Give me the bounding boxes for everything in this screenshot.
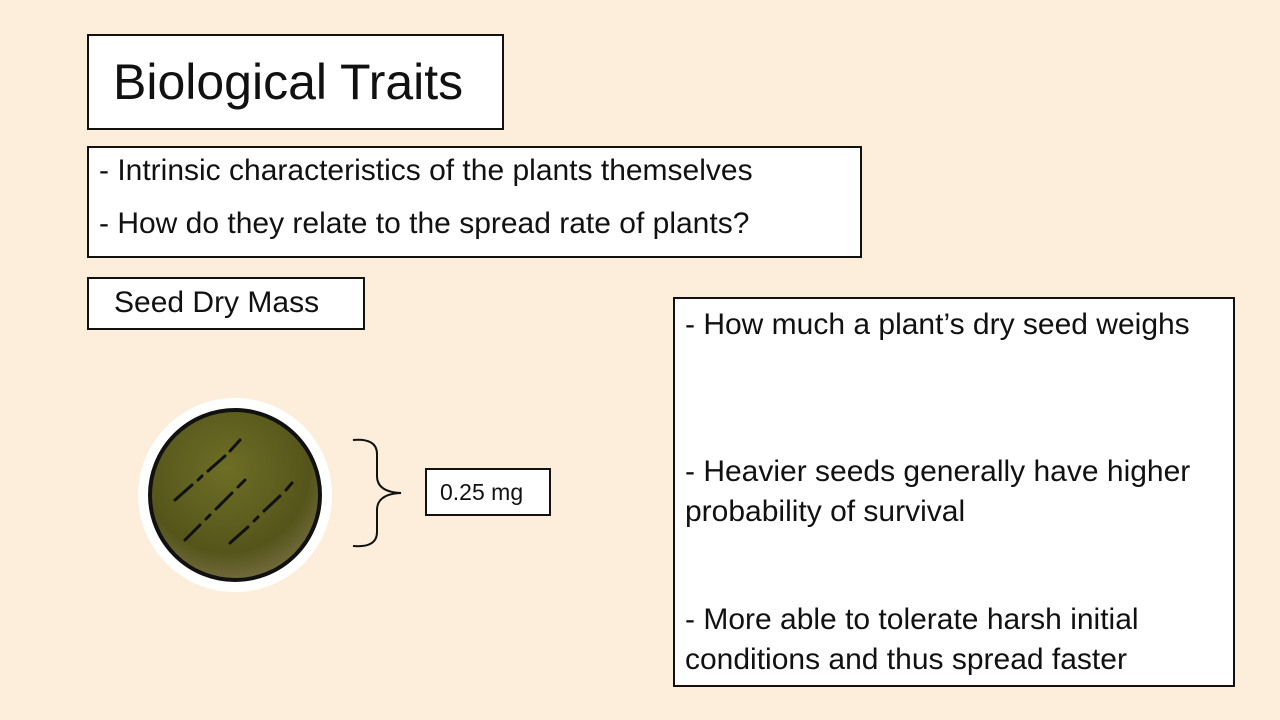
description-point-3: - More able to tolerate harsh initial co… xyxy=(685,603,1139,676)
description-point-1: - How much a plant’s dry seed weighs xyxy=(685,308,1190,341)
intro-line-2: - How do they relate to the spread rate … xyxy=(99,207,750,240)
intro-line-1: - Intrinsic characteristics of the plant… xyxy=(99,154,753,187)
seed-dry-mass-label: Seed Dry Mass xyxy=(114,286,320,319)
title-box: Biological Traits xyxy=(87,34,504,130)
mass-value-box: 0.25 mg xyxy=(425,468,551,516)
curly-brace-icon xyxy=(352,438,402,548)
description-box: - How much a plant’s dry seed weighs - H… xyxy=(673,297,1235,687)
description-point-2: - Heavier seeds generally have higher pr… xyxy=(685,455,1191,528)
page-title: Biological Traits xyxy=(113,54,464,110)
seed-dry-mass-label-box: Seed Dry Mass xyxy=(87,277,365,330)
mass-value: 0.25 mg xyxy=(440,479,524,505)
intro-box: - Intrinsic characteristics of the plant… xyxy=(87,146,862,258)
seed-icon xyxy=(138,398,332,592)
